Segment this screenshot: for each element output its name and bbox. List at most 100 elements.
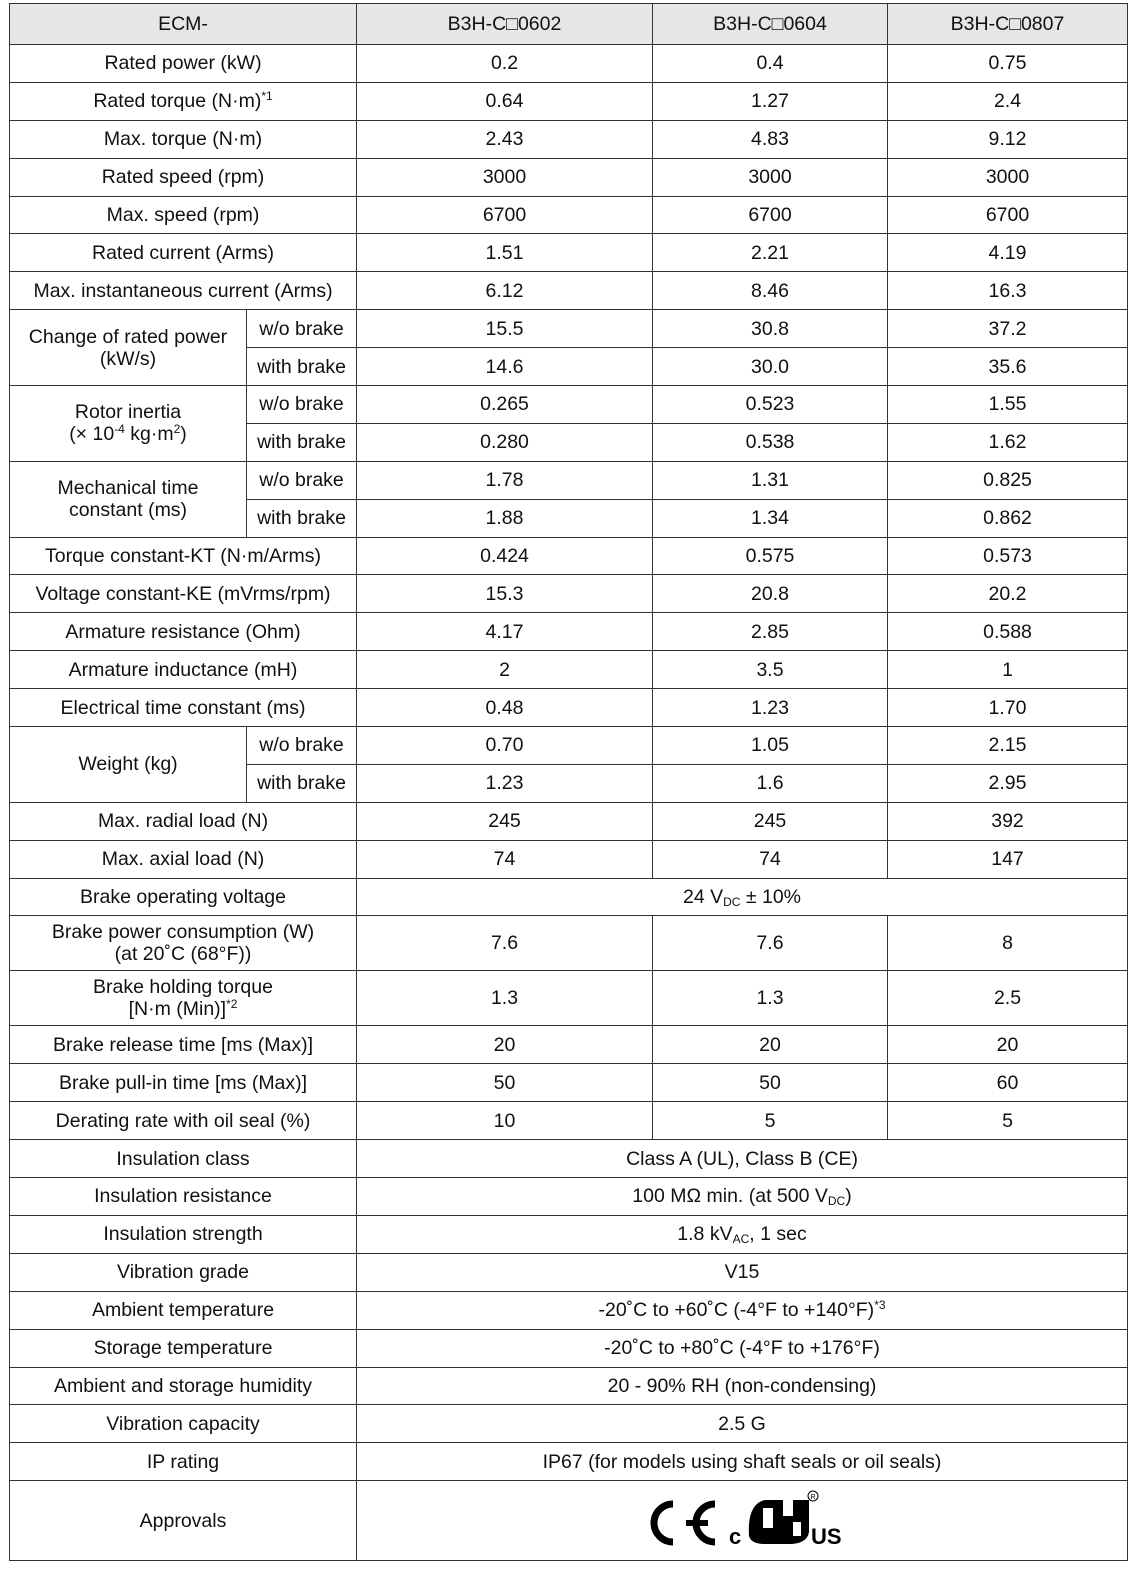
label-line: Brake power consumption (W) xyxy=(51,921,315,944)
value-cell: 3.5 xyxy=(652,650,889,690)
header-row: ECM- B3H-C□0602 B3H-C□0604 B3H-C□0807 xyxy=(8,3,1129,45)
label-text: ) xyxy=(180,423,187,446)
value-cell: 7.6 xyxy=(356,915,654,972)
row-label: Rated power (kW) xyxy=(8,44,358,83)
subscript: DC xyxy=(723,895,741,910)
row-brake-operating-voltage: Brake operating voltage 24 VDC ± 10% xyxy=(8,877,1129,917)
value-cell: -20˚C to +60˚C (-4°F to +140°F)*3 xyxy=(356,1290,1129,1330)
value-cell: 2.5 xyxy=(887,970,1129,1027)
row-label: Vibration grade xyxy=(8,1252,358,1292)
label-text: Rated torque (N·m) xyxy=(93,90,262,113)
value-cell: 2.21 xyxy=(652,233,889,273)
sub-label: with brake xyxy=(245,763,358,803)
row-torque-constant: Torque constant-KT (N·m/Arms) 0.424 0.57… xyxy=(8,536,1129,576)
value-cell: 15.3 xyxy=(356,574,654,614)
row-label: Rated current (Arms) xyxy=(8,233,358,273)
value-cell: 1.31 xyxy=(652,460,889,500)
value-cell: 10 xyxy=(356,1101,654,1141)
value-cell: 1.34 xyxy=(652,498,889,538)
row-ambient-temperature: Ambient temperature -20˚C to +60˚C (-4°F… xyxy=(8,1290,1129,1330)
model-header: B3H-C□0604 xyxy=(652,3,889,45)
value-cell: 2.4 xyxy=(887,81,1129,121)
value-cell: 2.85 xyxy=(652,612,889,652)
sub-label: with brake xyxy=(245,422,358,462)
row-label: Rated torque (N·m)*1 xyxy=(8,81,358,121)
row-brake-pullin-time: Brake pull-in time [ms (Max)] 50 50 60 xyxy=(8,1063,1129,1103)
row-label: Torque constant-KT (N·m/Arms) xyxy=(8,536,358,576)
value-cell: 100 MΩ min. (at 500 VDC) xyxy=(356,1177,1129,1216)
row-armature-resistance: Armature resistance (Ohm) 4.17 2.85 0.58… xyxy=(8,612,1129,652)
row-rotor-inertia-wo-brake: Rotor inertia (× 10-4 kg·m2) w/o brake 0.… xyxy=(9,385,1129,462)
row-label: Rotor inertia (× 10-4 kg·m2) xyxy=(9,385,247,462)
subscript: AC xyxy=(732,1232,750,1247)
row-weight-wo-brake: Weight (kg) w/o brake 0.70 1.05 2.15 xyxy=(9,726,1129,803)
approvals-cell: c US R xyxy=(356,1480,1129,1562)
row-label: Ambient temperature xyxy=(8,1290,358,1330)
row-label: Brake holding torque [N·m (Min)]*2 xyxy=(8,970,358,1027)
value-cell: 1.88 xyxy=(356,498,654,538)
value-text: ± 10% xyxy=(740,886,802,909)
value-cell: 5 xyxy=(887,1101,1129,1141)
row-change-rated-power-with-brake: with brake 14.6 30.0 35.6 xyxy=(10,347,1129,387)
value-cell: 392 xyxy=(887,801,1129,841)
value-cell: 20.2 xyxy=(887,574,1129,614)
row-electrical-time-constant: Electrical time constant (ms) 0.48 1.23 … xyxy=(8,688,1129,728)
value-cell: 8 xyxy=(887,915,1129,972)
row-label: Vibration capacity xyxy=(8,1404,358,1444)
row-mechanical-time-constant-with-brake: with brake 1.88 1.34 0.862 xyxy=(10,498,1129,538)
row-max-torque: Max. torque (N·m) 2.43 4.83 9.12 xyxy=(8,119,1129,159)
value-cell: 20.8 xyxy=(652,574,889,614)
row-label: Change of rated power (kW/s) xyxy=(9,309,247,387)
value-cell: 6700 xyxy=(652,195,889,235)
row-insulation-strength: Insulation strength 1.8 kVAC, 1 sec xyxy=(8,1214,1129,1254)
footnote-mark: *2 xyxy=(226,997,238,1012)
row-brake-power-consumption: Brake power consumption (W) (at 20˚C (68°… xyxy=(8,915,1129,972)
value-cell: 2.43 xyxy=(356,119,654,159)
sub-label: w/o brake xyxy=(245,460,358,500)
value-cell: 147 xyxy=(887,839,1129,879)
exponent: -4 xyxy=(114,422,125,437)
value-cell: 0.4 xyxy=(652,44,889,83)
value-cell: 0.75 xyxy=(887,44,1129,83)
row-rated-current: Rated current (Arms) 1.51 2.21 4.19 xyxy=(8,233,1129,273)
value-cell: 6700 xyxy=(356,195,654,235)
row-brake-release-time: Brake release time [ms (Max)] 20 20 20 xyxy=(8,1025,1129,1065)
ce-mark-icon xyxy=(650,1500,716,1546)
row-max-radial-load: Max. radial load (N) 245 245 392 xyxy=(8,801,1129,841)
value-cell: 0.265 xyxy=(356,385,654,424)
row-storage-temperature: Storage temperature -20˚C to +80˚C (-4°F… xyxy=(8,1328,1129,1368)
value-cell: 16.3 xyxy=(887,271,1129,311)
value-cell: 50 xyxy=(652,1063,889,1103)
row-approvals: Approvals c US R xyxy=(8,1480,1129,1562)
value-cell: 2.15 xyxy=(887,726,1129,765)
value-cell: 1.23 xyxy=(652,688,889,728)
value-cell: 2.95 xyxy=(887,763,1129,803)
value-cell: V15 xyxy=(356,1252,1129,1292)
value-cell: 4.19 xyxy=(887,233,1129,273)
value-cell: 1.51 xyxy=(356,233,654,273)
row-vibration-capacity: Vibration capacity 2.5 G xyxy=(8,1404,1129,1444)
value-text: 1.8 kV xyxy=(677,1223,733,1246)
row-insulation-resistance: Insulation resistance 100 MΩ min. (at 50… xyxy=(8,1177,1129,1216)
value-cell: 1.55 xyxy=(887,385,1129,424)
value-cell: 35.6 xyxy=(887,347,1129,387)
row-label: IP rating xyxy=(8,1442,358,1482)
sub-label: w/o brake xyxy=(245,385,358,424)
value-cell: 6700 xyxy=(887,195,1129,235)
row-label: Rated speed (rpm) xyxy=(8,157,358,197)
value-cell: 1.3 xyxy=(652,970,889,1027)
value-cell: 2.5 G xyxy=(356,1404,1129,1444)
row-label: Max. speed (rpm) xyxy=(8,195,358,235)
row-label: Max. torque (N·m) xyxy=(8,119,358,159)
label-line: Rotor inertia xyxy=(74,401,182,424)
value-cell: 4.17 xyxy=(356,612,654,652)
value-cell: 3000 xyxy=(887,157,1129,197)
row-weight-with-brake: with brake 1.23 1.6 2.95 xyxy=(10,763,1129,803)
svg-text:R: R xyxy=(811,1494,816,1501)
row-max-speed: Max. speed (rpm) 6700 6700 6700 xyxy=(8,195,1129,235)
value-text: -20˚C to +60˚C (-4°F to +140°F) xyxy=(598,1299,875,1322)
row-insulation-class: Insulation class Class A (UL), Class B (… xyxy=(8,1139,1129,1179)
row-mechanical-time-constant-wo-brake: Mechanical time constant (ms) w/o brake 1… xyxy=(9,460,1129,538)
row-ip-rating: IP rating IP67 (for models using shaft s… xyxy=(8,1442,1129,1482)
label-text: kg·m xyxy=(124,423,174,446)
